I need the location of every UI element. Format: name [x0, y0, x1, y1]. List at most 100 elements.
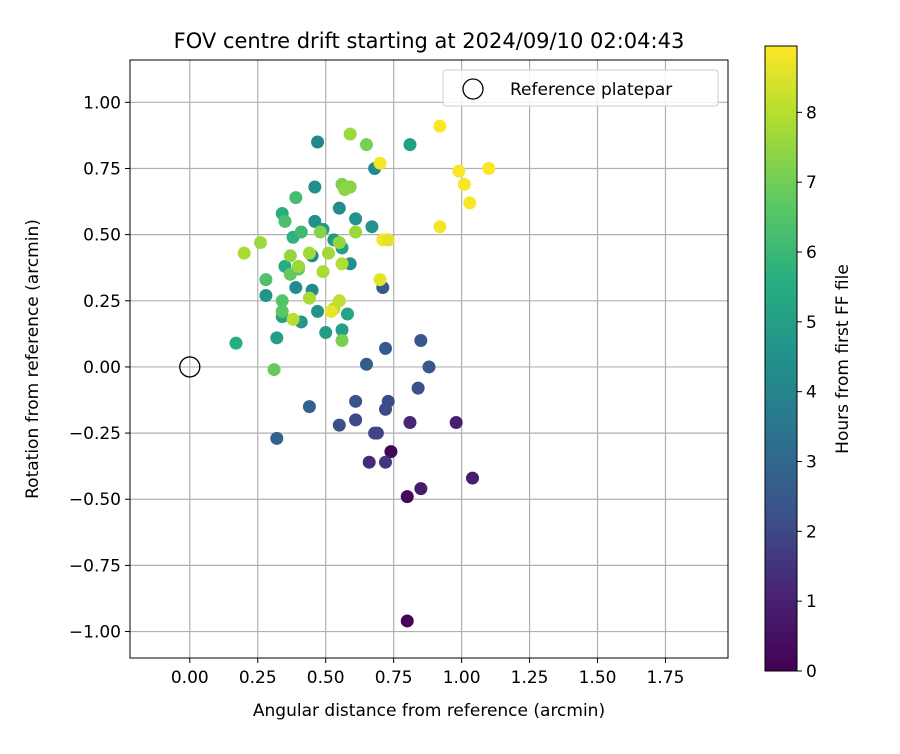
- data-point: [340, 307, 354, 321]
- data-point: [349, 225, 363, 239]
- data-point: [411, 381, 425, 395]
- data-point: [349, 413, 363, 427]
- data-point: [286, 312, 300, 326]
- data-point: [308, 180, 322, 194]
- data-point: [316, 265, 330, 279]
- data-point: [335, 323, 349, 337]
- data-point: [313, 225, 327, 239]
- y-tick-label: −0.25: [69, 424, 121, 444]
- data-point: [414, 482, 428, 496]
- x-tick-label: 0.50: [307, 668, 345, 688]
- data-point: [368, 426, 382, 440]
- x-tick-label: 0.00: [171, 668, 209, 688]
- data-point: [362, 455, 376, 469]
- data-point: [400, 614, 414, 628]
- y-tick-label: −0.75: [69, 556, 121, 576]
- colorbar-label: Hours from first FF file: [833, 264, 853, 454]
- data-point: [403, 416, 417, 430]
- data-point: [259, 288, 273, 302]
- data-point: [311, 304, 325, 318]
- reference-layer: [179, 356, 201, 378]
- data-point: [332, 294, 346, 308]
- data-point: [332, 236, 346, 250]
- data-point: [270, 331, 284, 345]
- data-point: [379, 455, 393, 469]
- grid: [130, 60, 728, 658]
- colorbar-tick-label: 8: [806, 103, 817, 123]
- data-point: [349, 212, 363, 226]
- data-point: [365, 220, 379, 234]
- data-point: [373, 273, 387, 287]
- data-point: [229, 336, 243, 350]
- data-point: [332, 201, 346, 215]
- data-point: [321, 246, 335, 260]
- data-point: [403, 138, 417, 152]
- x-axis-label: Angular distance from reference (arcmin): [253, 701, 605, 721]
- y-tick-label: 0.00: [83, 358, 121, 378]
- colorbar-tick-label: 7: [806, 173, 817, 193]
- data-point: [270, 431, 284, 445]
- reference-platepar-marker: [179, 356, 201, 378]
- data-points: [229, 119, 496, 628]
- colorbar-tick-label: 2: [806, 522, 817, 542]
- data-point: [278, 214, 292, 228]
- data-point: [289, 281, 303, 295]
- data-point: [343, 127, 357, 141]
- chart-title: FOV centre drift starting at 2024/09/10 …: [174, 29, 685, 53]
- colorbar-tick-label: 4: [806, 383, 817, 403]
- y-tick-label: 1.00: [83, 93, 121, 113]
- data-point: [275, 294, 289, 308]
- y-tick-label: −0.50: [69, 490, 121, 510]
- data-point: [433, 119, 447, 133]
- data-point: [292, 259, 306, 273]
- legend-box: [442, 69, 719, 107]
- data-point: [381, 233, 395, 247]
- data-point: [302, 400, 316, 414]
- data-point: [332, 418, 346, 432]
- data-point: [302, 246, 316, 260]
- data-point: [308, 214, 322, 228]
- data-point: [349, 394, 363, 408]
- x-tick-label: 1.75: [647, 668, 685, 688]
- data-point: [283, 249, 297, 263]
- data-point: [338, 183, 352, 197]
- y-tick-label: 0.25: [83, 292, 121, 312]
- y-axis: 1.00 0.75 0.50 0.25 0.00 −0.25 −0.50 −0.75 −1.00: [69, 93, 130, 643]
- data-point: [452, 164, 466, 178]
- data-point: [414, 333, 428, 347]
- legend: Reference platepar: [442, 69, 719, 107]
- data-point: [373, 156, 387, 170]
- legend-open-circle-marker: [462, 78, 484, 100]
- data-point: [379, 341, 393, 355]
- data-point: [259, 273, 273, 287]
- colorbar-tick-label: 5: [806, 313, 817, 333]
- data-point: [384, 445, 398, 459]
- colorbar-tick-label: 0: [806, 662, 817, 682]
- data-point: [237, 246, 251, 260]
- data-point: [457, 177, 471, 191]
- data-point: [359, 357, 373, 371]
- legend-label: Reference platepar: [510, 80, 672, 100]
- data-point: [267, 363, 281, 377]
- colorbar-gradient: [764, 45, 798, 672]
- data-point: [449, 416, 463, 430]
- x-tick-label: 1.50: [579, 668, 617, 688]
- data-point: [463, 196, 477, 210]
- data-point: [465, 471, 479, 485]
- x-tick-label: 0.75: [375, 668, 413, 688]
- y-tick-label: −1.00: [69, 623, 121, 643]
- data-point: [319, 326, 333, 340]
- data-point: [302, 291, 316, 305]
- data-point: [400, 490, 414, 504]
- data-point: [422, 360, 436, 374]
- colorbar-tick-label: 3: [806, 453, 817, 473]
- y-tick-label: 0.50: [83, 226, 121, 246]
- data-point: [359, 138, 373, 152]
- y-axis-label: Rotation from reference (arcmin): [23, 219, 43, 499]
- data-point: [433, 220, 447, 234]
- colorbar-tick-label: 1: [806, 592, 817, 612]
- data-point: [324, 304, 338, 318]
- x-axis: 0.00 0.25 0.50 0.75 1.00 1.25 1.50 1.75: [171, 658, 685, 688]
